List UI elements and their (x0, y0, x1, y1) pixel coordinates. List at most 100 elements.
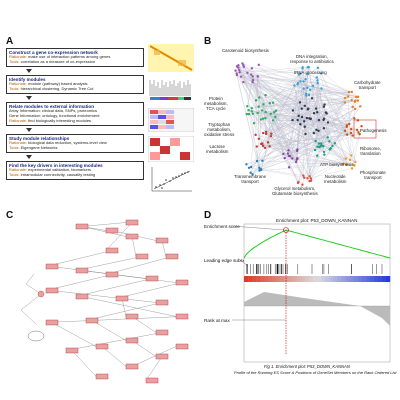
network-node (306, 86, 309, 89)
network-node (246, 71, 249, 75)
network-node (299, 80, 302, 83)
label-glycerol: Glycerol metabolism, Glutamate biosynthe… (272, 186, 318, 196)
network-node (350, 90, 353, 94)
es-curve (243, 229, 391, 259)
pathway-gene-box (175, 343, 189, 350)
pathway-gene-box (125, 219, 139, 226)
network-node (304, 77, 307, 81)
step-title: Relate modules to external information (9, 104, 95, 109)
network-node (246, 105, 249, 108)
network-node (250, 67, 254, 70)
network-node (350, 167, 354, 170)
network-node (256, 111, 259, 115)
network-node (271, 119, 275, 122)
network-node (356, 95, 360, 99)
network-node (297, 114, 300, 118)
network-node (272, 111, 276, 114)
network-node (346, 95, 350, 98)
panel-a-workflow: Construct a gene co-expression network R… (6, 40, 196, 200)
network-node (300, 107, 303, 110)
label-atp: ATP biosynthesis (320, 162, 354, 167)
pathway-gene-box (45, 263, 59, 270)
network-node (324, 111, 328, 114)
pathway-gene-box (155, 237, 169, 244)
network-node (263, 146, 267, 150)
pathway-gene-box (155, 329, 169, 336)
network-node (314, 107, 318, 110)
network-node (234, 69, 237, 72)
network-node (358, 133, 361, 136)
module-trait-heatmap-thumbnail (148, 108, 194, 132)
network-node (287, 154, 291, 158)
workflow-step-2: Identify modules Rationale: module (path… (6, 75, 144, 94)
network-node (274, 109, 278, 112)
network-node (296, 181, 300, 185)
gene-network-graph (234, 62, 377, 186)
pathway-gene-box (95, 373, 109, 380)
network-node (350, 98, 353, 102)
arrow-down-icon (26, 128, 32, 132)
label-rank-at-max: Rank at max (204, 318, 230, 323)
network-node (254, 99, 258, 102)
workflow-step-1: Construct a gene co-expression network R… (6, 48, 144, 67)
network-node (259, 168, 263, 172)
network-node (251, 112, 255, 115)
network-node (316, 111, 319, 114)
network-node (261, 117, 265, 120)
network-node (252, 121, 256, 125)
rank-color-bar (244, 276, 391, 282)
enrichment-plot (231, 223, 391, 363)
network-node (261, 142, 264, 145)
pathway-ellipse (27, 330, 45, 342)
network-node (293, 84, 296, 87)
network-node (294, 160, 298, 164)
network-node (308, 175, 311, 178)
network-node (343, 96, 347, 100)
network-node (301, 183, 304, 186)
network-node (331, 144, 334, 148)
network-node (326, 121, 330, 124)
network-node (295, 149, 299, 153)
network-node (348, 122, 351, 126)
label-tryptophan: Tryptophan metabolism, oxidative stress (204, 122, 235, 137)
network-node (255, 159, 259, 163)
network-node (305, 116, 309, 120)
network-node (264, 132, 268, 136)
network-node (315, 76, 318, 79)
network-node (353, 164, 356, 167)
network-node (348, 158, 352, 162)
network-node (303, 176, 306, 179)
network-node (353, 117, 356, 120)
scatter-plot-thumbnail (151, 167, 192, 192)
network-node (255, 145, 259, 148)
network-node (328, 140, 331, 143)
network-node (356, 128, 359, 132)
network-node (238, 71, 241, 74)
network-node (302, 174, 305, 177)
network-node (291, 118, 294, 122)
network-node (259, 118, 263, 121)
network-node (309, 179, 313, 182)
label-leading-edge: Leading edge subset (204, 258, 247, 263)
figure-caption-text: Profile of the Running ES Score & Positi… (234, 370, 397, 375)
network-node (257, 63, 260, 67)
network-node (307, 107, 310, 110)
network-node (350, 127, 353, 131)
pathogenesis-highlight-box (353, 119, 377, 139)
label-dna-integration: DNA integration, response to antibiotics (290, 54, 334, 64)
network-node (262, 103, 265, 106)
network-node (247, 108, 250, 112)
pathway-gene-box (165, 253, 179, 260)
network-node (249, 165, 253, 169)
network-node (351, 134, 354, 137)
network-node (322, 144, 325, 148)
network-node (310, 97, 314, 100)
network-node (261, 109, 264, 112)
network-node (283, 156, 286, 160)
network-node (250, 106, 253, 110)
network-node (274, 115, 277, 119)
network-node (298, 101, 302, 104)
network-node (287, 149, 290, 152)
network-node (343, 129, 347, 133)
network-node (320, 87, 323, 90)
